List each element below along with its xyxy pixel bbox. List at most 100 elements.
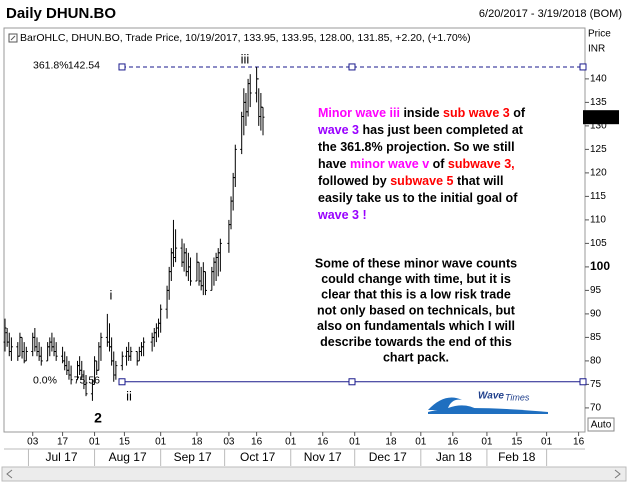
scrollbar[interactable] xyxy=(1,466,627,482)
last-price-box xyxy=(583,110,619,125)
y-tick-label: 80 xyxy=(590,356,602,367)
y-tick-label: 100 xyxy=(590,259,610,273)
y-axis-label: Price xyxy=(588,29,611,40)
logo: Wave Times xyxy=(428,391,548,414)
logo-text: Wave xyxy=(478,391,504,402)
annotation-segment: that will xyxy=(453,174,503,188)
y-tick-label: 125 xyxy=(590,144,607,155)
wave-label: ii xyxy=(126,388,132,403)
annotation-line: describe towards the end of this xyxy=(320,335,512,349)
annotation-line: could change with time, but it is xyxy=(321,272,511,286)
x-tick-label: 03 xyxy=(223,437,235,448)
x-tick-label: 16 xyxy=(317,437,329,448)
annotation-segment: have xyxy=(318,157,350,171)
y-tick-label: 140 xyxy=(590,74,607,85)
annotation-segment: of xyxy=(510,106,526,120)
wave-label: iii xyxy=(241,51,250,66)
level-value: 75.56 xyxy=(74,375,100,387)
month-label: Nov 17 xyxy=(304,450,342,464)
annotation-segment: easily take us to the initial goal of xyxy=(318,191,518,205)
annotation-segment: followed by xyxy=(318,174,390,188)
y-axis-label: INR xyxy=(588,44,605,55)
annotation-segment: the 361.8% projection. So we still xyxy=(318,140,515,154)
level-handle xyxy=(118,378,126,386)
annotation-segment: wave 3 xyxy=(317,123,359,137)
annotation-line: also on fundamentals which I will xyxy=(317,319,515,333)
y-tick-label: 120 xyxy=(590,168,607,179)
y-tick-label: 135 xyxy=(590,97,607,108)
annotation-segment: subwave 3, xyxy=(448,157,515,171)
annotation-line: chart pack. xyxy=(383,350,449,364)
scroll-right[interactable] xyxy=(614,469,621,479)
x-tick-label: 01 xyxy=(285,437,297,448)
x-tick-label: 17 xyxy=(57,437,69,448)
annotation-line: have minor wave v of subwave 3, xyxy=(318,157,515,171)
x-tick-label: 16 xyxy=(251,437,263,448)
x-tick-label: 16 xyxy=(573,437,585,448)
wave-label: i xyxy=(110,287,113,302)
logo-wave xyxy=(428,397,478,410)
annotation-segment: Minor wave iii xyxy=(318,106,400,120)
y-tick-label: 75 xyxy=(590,379,602,390)
y-tick-label: 105 xyxy=(590,238,607,249)
annotation-line: not only based on technicals, but xyxy=(317,303,516,317)
logo-wave xyxy=(428,408,548,414)
month-label: Sep 17 xyxy=(174,450,212,464)
level-value: 142.54 xyxy=(68,60,100,72)
y-tick-label: 130 xyxy=(590,121,607,132)
annotation-line: followed by subwave 5 that will xyxy=(318,174,503,188)
level-handle xyxy=(118,63,126,71)
annotation-segment: subwave 5 xyxy=(390,174,453,188)
x-tick-label: 16 xyxy=(447,437,459,448)
level-handle xyxy=(579,63,587,71)
annotation-line: Minor wave iii inside sub wave 3 of xyxy=(318,106,526,120)
y-tick-label: 90 xyxy=(590,309,602,320)
x-tick-label: 01 xyxy=(155,437,167,448)
annotation-line: wave 3 has just been completed at xyxy=(317,123,524,137)
month-label: Jan 18 xyxy=(436,450,472,464)
annotation-segment: inside xyxy=(400,106,443,120)
legend-text: BarOHLC, DHUN.BO, Trade Price, 10/19/201… xyxy=(20,32,471,44)
annotation-line: the 361.8% projection. So we still xyxy=(318,140,515,154)
x-tick-label: 01 xyxy=(349,437,361,448)
month-label: Oct 17 xyxy=(240,450,276,464)
level-handle xyxy=(579,378,587,386)
annotation-segment: has just been completed at xyxy=(359,123,524,137)
x-tick-label: 15 xyxy=(119,437,131,448)
level-label: 361.8% xyxy=(33,60,69,72)
x-tick-label: 01 xyxy=(89,437,101,448)
month-label: Dec 17 xyxy=(369,450,407,464)
annotation-line: wave 3 ! xyxy=(317,208,367,222)
x-tick-label: 01 xyxy=(541,437,553,448)
annotation-segment: sub wave 3 xyxy=(443,106,510,120)
wave-label: 2 xyxy=(94,410,102,426)
y-tick-label: 110 xyxy=(590,215,606,226)
chart-title: Daily DHUN.BO xyxy=(6,5,116,22)
annotation-line: easily take us to the initial goal of xyxy=(318,191,518,205)
y-tick-label: 95 xyxy=(590,285,602,296)
auto-button[interactable] xyxy=(587,417,615,432)
month-label: Jul 17 xyxy=(45,450,77,464)
month-label: Feb 18 xyxy=(498,450,536,464)
auto-button-label[interactable]: Auto xyxy=(591,420,612,431)
annotation-segment: of xyxy=(429,157,448,171)
x-tick-label: 01 xyxy=(415,437,427,448)
level-handle xyxy=(348,378,356,386)
level-label: 0.0% xyxy=(33,375,57,387)
logo-text: Times xyxy=(505,392,530,402)
annotation-line: clear that this is a low risk trade xyxy=(321,288,511,302)
x-tick-label: 15 xyxy=(511,437,523,448)
level-handle xyxy=(348,63,356,71)
annotation-segment: minor wave v xyxy=(350,157,429,171)
x-tick-label: 18 xyxy=(191,437,203,448)
y-tick-label: 115 xyxy=(590,191,606,202)
x-tick-label: 01 xyxy=(481,437,493,448)
last-price-label: 131.85 xyxy=(585,111,617,123)
x-tick-label: 03 xyxy=(27,437,39,448)
y-tick-label: 85 xyxy=(590,332,602,343)
x-tick-label: 18 xyxy=(385,437,397,448)
y-tick-label: 70 xyxy=(590,403,602,414)
scroll-left[interactable] xyxy=(6,469,13,479)
